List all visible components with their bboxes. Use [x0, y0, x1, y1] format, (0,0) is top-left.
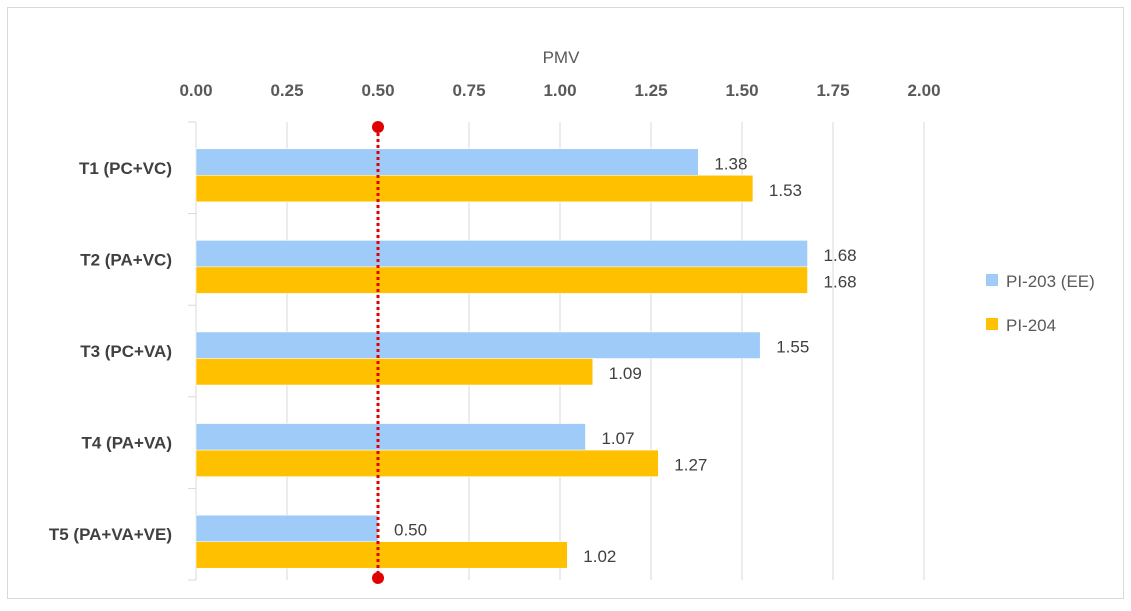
- legend-label: PI-203 (EE): [1006, 272, 1095, 291]
- legend: PI-203 (EE) PI-204: [986, 272, 1095, 335]
- data-labels: 1.38 1.68 1.55 1.07 0.50 1.53 1.68 1.09 1.27 1.02: [394, 154, 857, 566]
- bar-pi-204: [195, 358, 594, 386]
- x-tick-label: 0.25: [270, 81, 303, 100]
- bar-pi-204: [195, 266, 808, 294]
- data-label: 1.07: [601, 429, 634, 448]
- category-labels: T1 (PC+VC) T2 (PA+VC) T3 (PC+VA) T4 (PA+VA)…: [49, 159, 172, 544]
- category-label: T4 (PA+VA): [81, 434, 172, 453]
- x-tick-label: 2.00: [907, 81, 940, 100]
- legend-swatch: [986, 318, 998, 330]
- data-label: 0.50: [394, 521, 427, 540]
- bars: [195, 148, 808, 569]
- x-axis-title: PMV: [543, 48, 581, 67]
- bar-pi-203: [195, 423, 586, 451]
- legend-label: PI-204: [1006, 316, 1056, 335]
- bar-pi-203: [195, 331, 761, 359]
- data-label: 1.55: [776, 338, 809, 357]
- chart-border: [7, 7, 1124, 599]
- category-label: T5 (PA+VA+VE): [49, 525, 172, 544]
- x-tick-label: 1.25: [634, 81, 667, 100]
- x-tick-label: 0.00: [179, 81, 212, 100]
- reference-marker-bottom: [372, 572, 384, 584]
- data-label: 1.53: [769, 181, 802, 200]
- bar-pi-204: [195, 449, 659, 477]
- bar-pi-203: [195, 148, 699, 176]
- x-tick-label: 0.75: [452, 81, 485, 100]
- x-tick-label: 1.75: [816, 81, 849, 100]
- category-label: T3 (PC+VA): [80, 342, 172, 361]
- category-label: T1 (PC+VC): [79, 159, 172, 178]
- x-tick-label: 0.50: [361, 81, 394, 100]
- x-tick-label: 1.50: [725, 81, 758, 100]
- data-label: 1.02: [583, 547, 616, 566]
- data-label: 1.68: [824, 246, 857, 265]
- legend-swatch: [986, 274, 998, 286]
- data-label: 1.27: [674, 456, 707, 475]
- data-label: 1.38: [714, 154, 747, 173]
- x-tick-label: 1.00: [543, 81, 576, 100]
- data-label: 1.68: [824, 272, 857, 291]
- bar-pi-204: [195, 541, 568, 569]
- bar-pi-204: [195, 175, 754, 203]
- reference-marker-top: [372, 121, 384, 133]
- bar-pi-203: [195, 240, 808, 268]
- category-label: T2 (PA+VC): [80, 250, 172, 269]
- data-label: 1.09: [609, 364, 642, 383]
- reference-line: [372, 121, 384, 584]
- x-tick-labels: 0.00 0.25 0.50 0.75 1.00 1.25 1.50 1.75 2.00: [179, 81, 940, 100]
- bar-pi-203: [195, 514, 379, 542]
